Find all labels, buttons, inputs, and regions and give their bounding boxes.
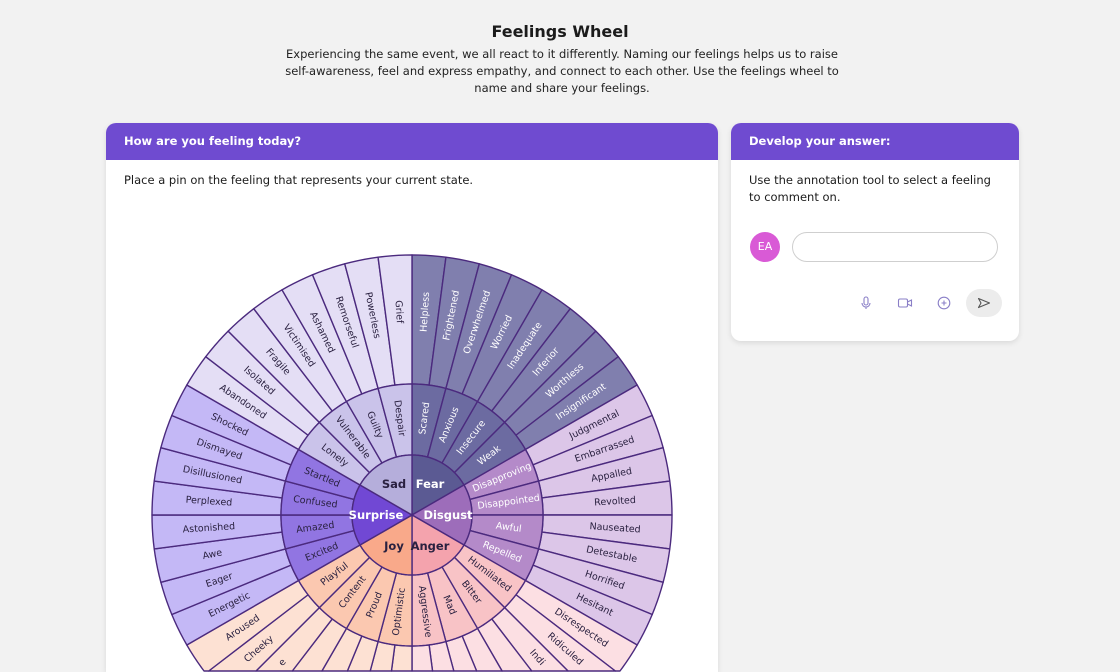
feeling-label: Grief bbox=[392, 300, 405, 324]
page-description: Experiencing the same event, we all reac… bbox=[285, 47, 839, 95]
core-segment-surprise[interactable] bbox=[351, 484, 413, 546]
core-label: Joy bbox=[383, 539, 404, 553]
comment-input[interactable] bbox=[792, 232, 998, 262]
feeling-label: Scared bbox=[417, 401, 432, 435]
core-label: Sad bbox=[382, 477, 406, 491]
feeling-label: Amazed bbox=[296, 520, 336, 536]
core-label: Surprise bbox=[349, 508, 404, 522]
feeling-label: Revolted bbox=[594, 495, 636, 509]
card-header: How are you feeling today? bbox=[106, 123, 718, 160]
core-label: Fear bbox=[416, 477, 445, 491]
core-label: Anger bbox=[411, 539, 450, 553]
core-label: Disgust bbox=[423, 508, 473, 522]
feeling-label: Nauseated bbox=[589, 521, 641, 535]
card-instruction: Place a pin on the feeling that represen… bbox=[124, 173, 474, 187]
develop-answer-card: Develop your answer: Use the annotation … bbox=[731, 123, 1019, 341]
core-segment-fear[interactable] bbox=[411, 454, 465, 516]
video-camera-icon bbox=[897, 298, 913, 308]
core-segment-joy[interactable] bbox=[359, 514, 413, 576]
feeling-label: Despair bbox=[391, 400, 407, 438]
core-segment-sad[interactable] bbox=[359, 454, 413, 516]
feeling-label: e bbox=[276, 657, 288, 669]
core-segment-anger[interactable] bbox=[411, 514, 465, 576]
feeling-label: Helpless bbox=[419, 292, 433, 333]
card-instruction: Use the annotation tool to select a feel… bbox=[749, 173, 991, 204]
page-title: Feelings Wheel bbox=[491, 22, 629, 41]
feeling-label: Awful bbox=[495, 521, 522, 535]
microphone-icon bbox=[861, 296, 871, 309]
feeling-label: Awe bbox=[202, 547, 224, 562]
feeling-label: Perplexed bbox=[185, 495, 232, 509]
plus-circle-icon bbox=[937, 296, 951, 310]
send-icon bbox=[977, 297, 991, 309]
feeling-segment-hostile[interactable] bbox=[411, 644, 434, 672]
card-header: Develop your answer: bbox=[731, 123, 1019, 160]
send-button[interactable] bbox=[966, 289, 1002, 317]
microphone-button[interactable] bbox=[854, 291, 878, 315]
add-attachment-button[interactable] bbox=[932, 291, 956, 315]
feeling-label: Astonished bbox=[182, 521, 235, 535]
core-segment-disgust[interactable] bbox=[411, 484, 473, 546]
avatar: EA bbox=[750, 232, 780, 262]
video-button[interactable] bbox=[893, 291, 917, 315]
